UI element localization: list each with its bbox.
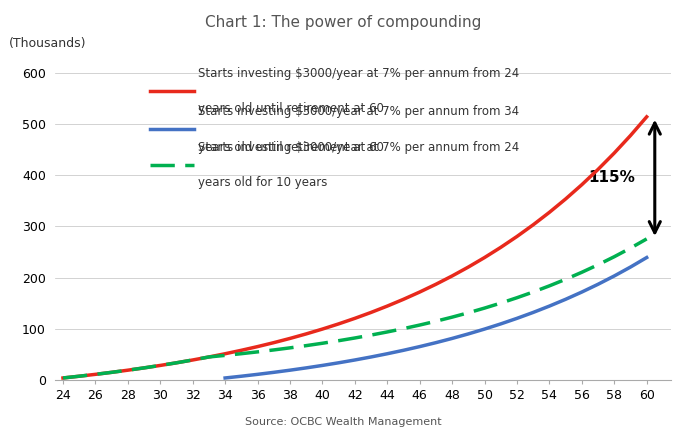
Text: years old until retirement at 60: years old until retirement at 60 (198, 102, 383, 115)
Text: Starts investing $3000/year at 7% per annum from 24: Starts investing $3000/year at 7% per an… (198, 67, 519, 80)
Text: 115%: 115% (589, 171, 635, 185)
Text: Starts investing $3000/year at 7% per annum from 34: Starts investing $3000/year at 7% per an… (198, 105, 519, 118)
Text: Source: OCBC Wealth Management: Source: OCBC Wealth Management (245, 418, 441, 427)
Text: Chart 1: The power of compounding: Chart 1: The power of compounding (205, 15, 481, 30)
Text: years old until retirement at 60: years old until retirement at 60 (198, 141, 383, 154)
Text: years old for 10 years: years old for 10 years (198, 176, 327, 189)
Text: (Thousands): (Thousands) (9, 37, 86, 50)
Text: Starts investing $3000/year at 7% per annum from 24: Starts investing $3000/year at 7% per an… (198, 141, 519, 154)
